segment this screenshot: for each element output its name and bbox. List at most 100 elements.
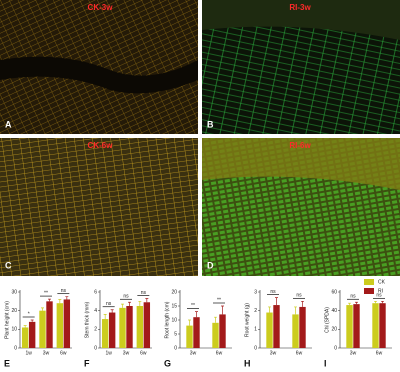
error-bar [145,298,149,303]
panel-letter: E [4,358,10,368]
y-tick-label: 2 [94,327,97,333]
panel-label: CK-6w [88,141,114,150]
bar [353,304,360,348]
panel-label: RI-3w [289,3,311,12]
panel-letter: B [207,119,214,129]
y-tick-label: 0 [334,345,337,351]
panel-letter: I [324,358,327,368]
x-tick-label: 3w [190,350,197,356]
error-bar [348,302,351,306]
legend-label: CK [378,279,386,285]
x-tick-label: 3w [350,350,357,356]
x-tick-label: 6w [60,350,67,356]
error-bar [128,301,131,306]
bar [372,303,379,348]
image-panel [0,138,198,276]
y-tick-label: 20 [331,327,337,333]
bar [136,306,144,348]
panel-letter: G [164,358,171,368]
bar [63,299,71,348]
y-tick-label: 10 [171,317,177,323]
bar [212,322,219,348]
bar [193,317,200,348]
error-bar [294,306,297,315]
panel-letter: F [84,358,90,368]
y-axis-label: Stem thick (mm) [84,301,90,338]
x-tick-label: 1w [105,350,112,356]
y-axis-label: Plant height (cm) [4,301,10,339]
bar [292,314,299,348]
bar [39,310,46,348]
error-bar [103,314,107,320]
error-bar [268,306,271,313]
error-bar [195,311,198,318]
bar [266,312,273,348]
bar [186,325,193,348]
y-tick-label: 1 [254,327,257,333]
significance-label: ns [296,293,302,299]
panel-letter: C [5,260,12,270]
x-tick-label: 3w [123,350,130,356]
image-shape [202,0,400,40]
error-bar [48,298,51,302]
y-tick-label: 20 [171,289,177,295]
significance-label: ** [191,303,195,309]
error-bar [214,316,217,323]
significance-label: ** [44,290,48,296]
x-tick-label: 6w [376,350,383,356]
bar [21,327,29,348]
panel-letter: A [5,119,12,129]
bar [299,306,306,348]
error-bar [374,300,377,304]
y-tick-label: 4 [94,308,97,314]
bar [119,307,126,348]
y-tick-label: 0 [254,345,257,351]
bar [346,305,353,348]
x-tick-label: 1w [25,350,32,356]
x-tick-label: 6w [296,350,303,356]
y-tick-label: 0 [94,345,97,351]
x-tick-label: 6w [216,350,223,356]
error-bar [65,296,69,300]
error-bar [41,307,44,311]
significance-label: ns [106,301,112,307]
significance-label: ns [61,288,67,294]
y-tick-label: 60 [331,289,337,295]
bar [28,321,36,348]
y-tick-label: 0 [14,345,17,351]
significance-label: ** [217,297,221,303]
error-bar [58,299,62,304]
bar [101,319,109,348]
error-bar [23,325,27,328]
error-bar [301,300,304,307]
bar [46,301,53,348]
error-bar [275,297,278,306]
bar [219,314,226,348]
bar [143,302,151,348]
error-bar [121,303,124,308]
significance-label: ns [123,294,129,300]
error-bar [221,305,224,315]
y-tick-label: 10 [11,327,17,333]
panel-label: CK-3w [88,3,114,12]
bar [379,303,386,348]
y-tick-label: 2 [254,308,257,314]
significance-label: ns [376,293,382,299]
legend-swatch [364,279,374,285]
significance-label: * [28,311,30,317]
y-tick-label: 0 [174,345,177,351]
panel-letter: D [207,260,214,270]
y-tick-label: 40 [331,308,337,314]
bar [56,303,64,348]
image-shape [0,56,198,94]
error-bar [188,319,191,326]
legend-swatch [364,288,374,294]
bar [108,312,116,348]
bar [126,306,133,348]
significance-label: ns [270,289,276,295]
y-tick-label: 20 [11,308,17,314]
y-tick-label: 3 [254,289,257,295]
significance-label: ns [141,290,147,296]
y-axis-label: Root weight (g) [244,303,250,337]
